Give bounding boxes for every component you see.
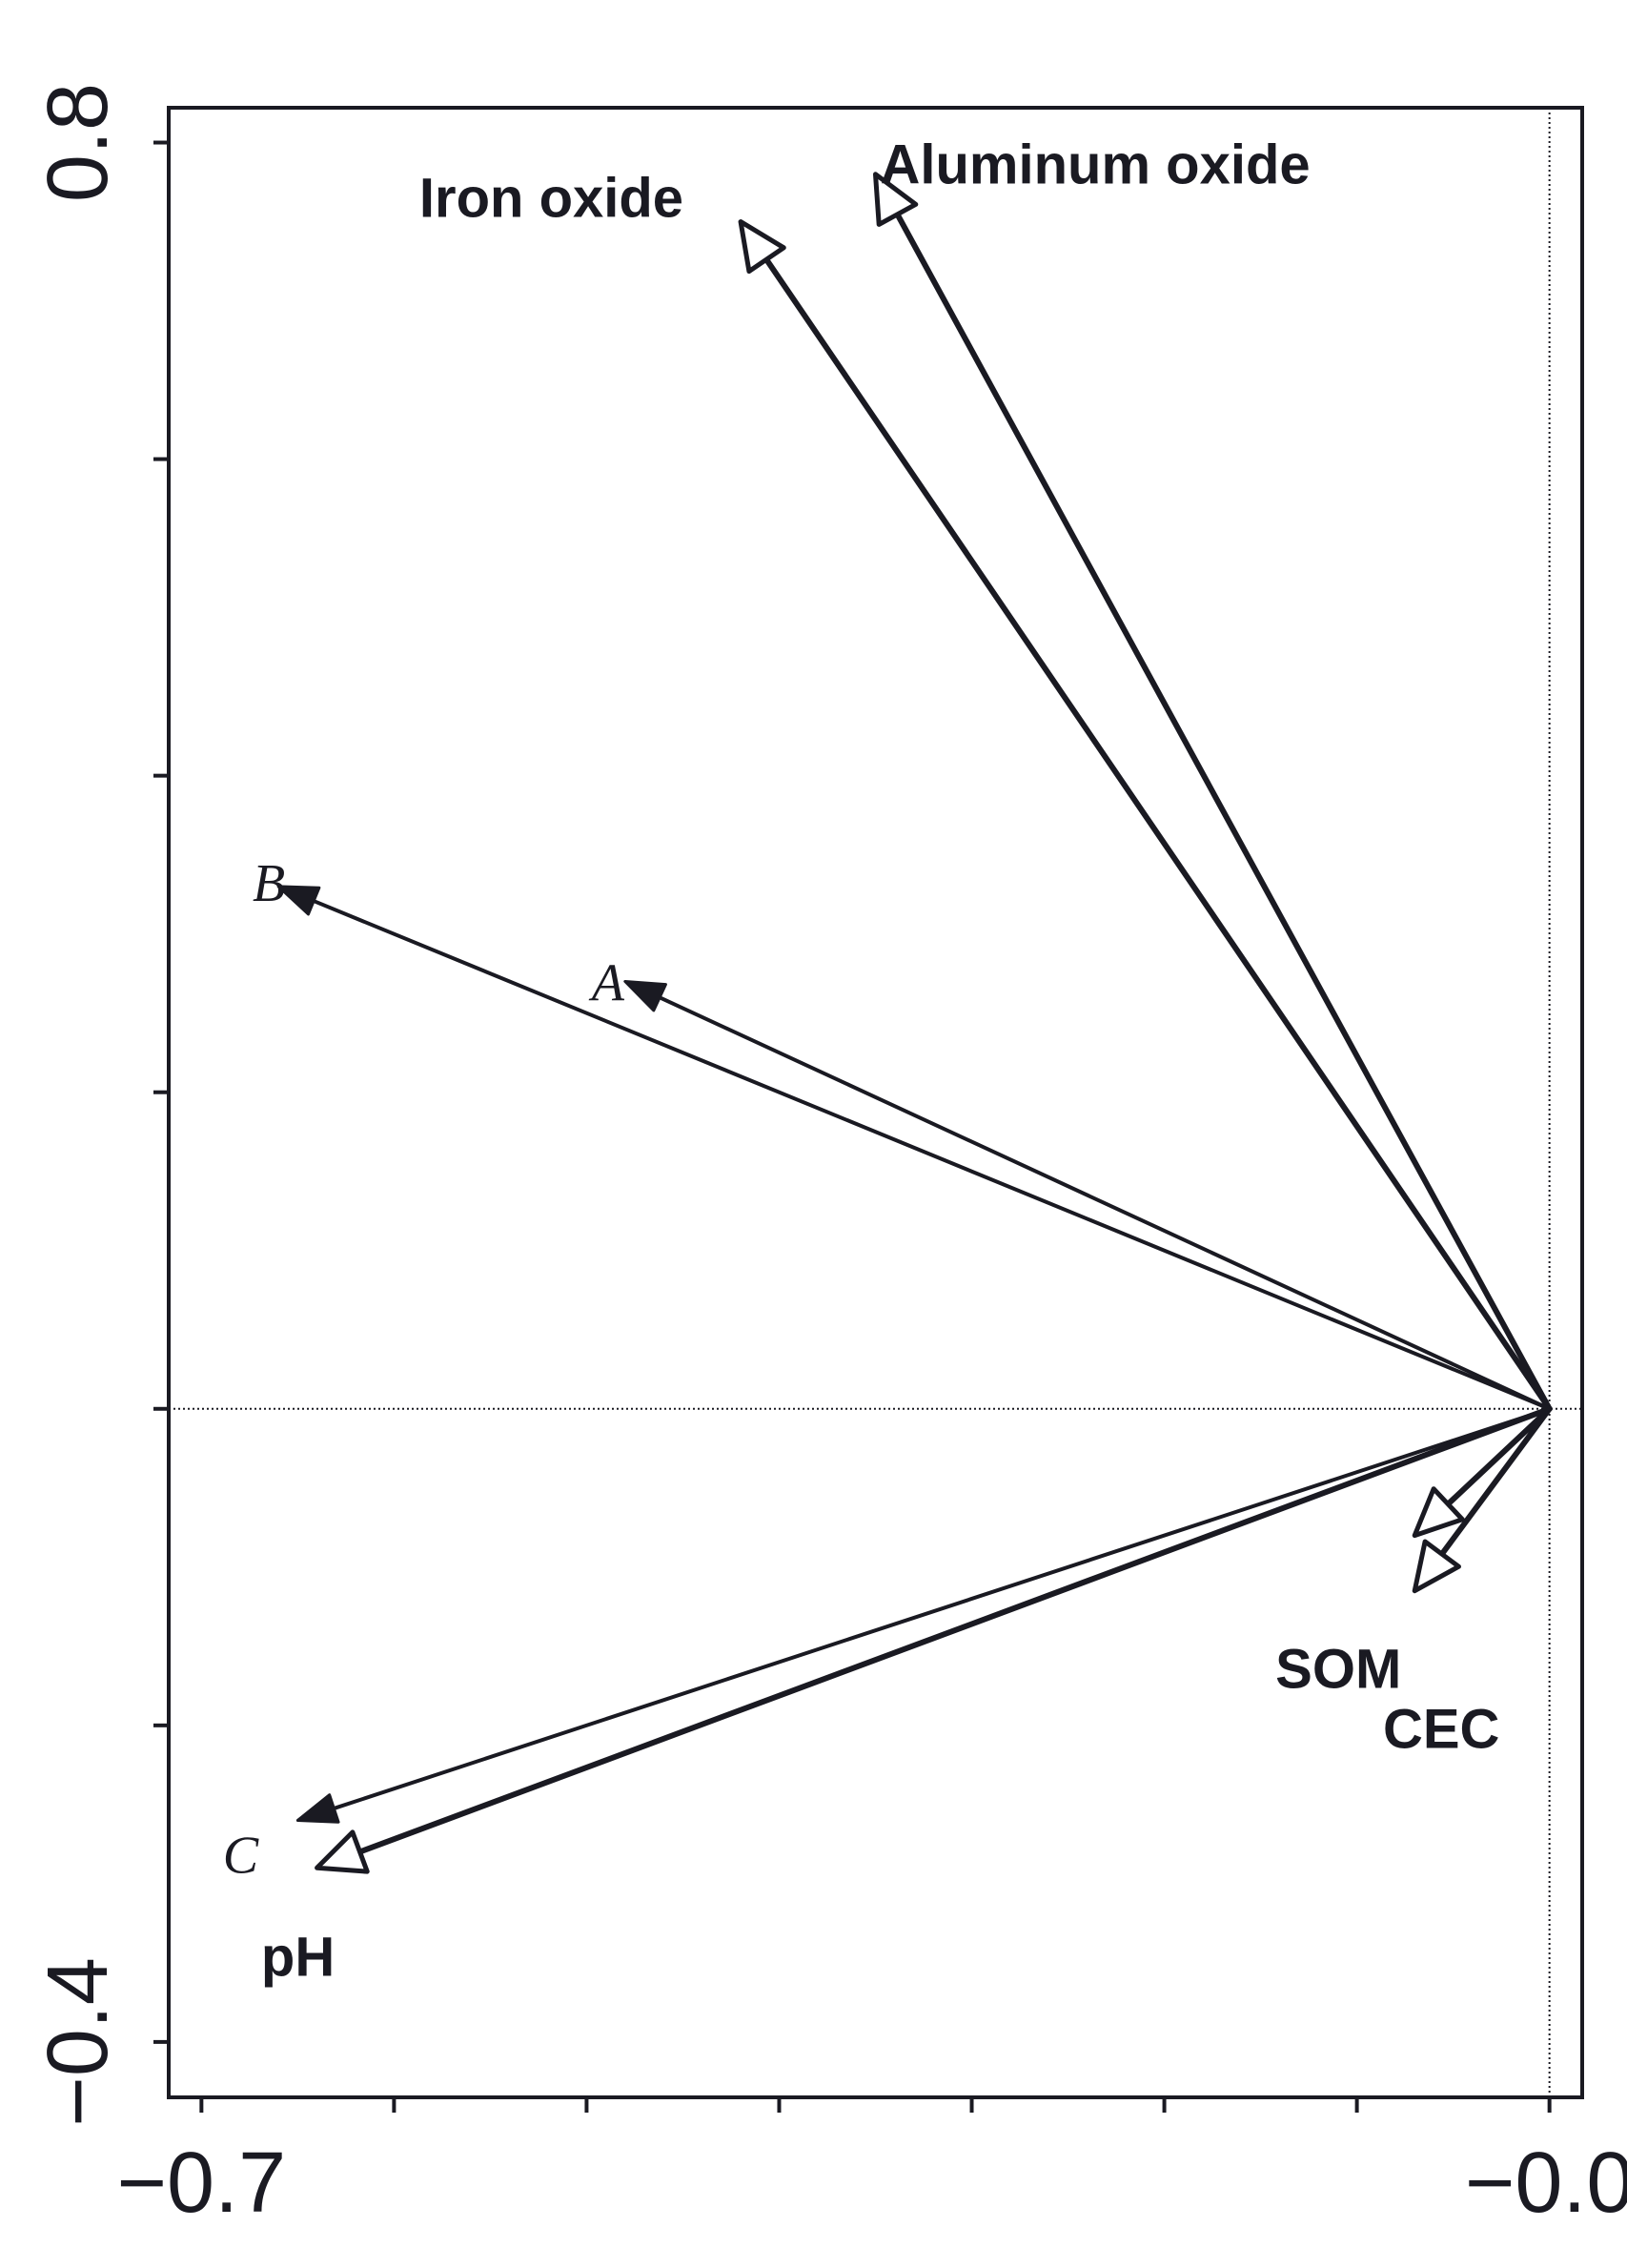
species-vector-c-head: [295, 1793, 340, 1824]
env-vector-aluminum-oxide: [873, 172, 1553, 1412]
env-label-aluminum-oxide: Aluminum oxide: [881, 134, 1311, 196]
y-tick-label: −0.4: [31, 1957, 126, 2127]
env-vector-cec-shaft: [1438, 1405, 1553, 1558]
env-label-iron-oxide: Iron oxide: [419, 168, 683, 230]
species-vector-c: [295, 1406, 1552, 1824]
env-vector-iron-oxide-head: [738, 219, 786, 275]
species-vector-b: [276, 885, 1552, 1411]
env-vector-ph-head: [315, 1829, 370, 1874]
env-label-cec: CEC: [1383, 1699, 1499, 1761]
species-vector-a-shaft: [658, 995, 1552, 1411]
env-vector-cec-head: [1412, 1539, 1461, 1594]
axis-ticks: [153, 140, 1552, 2113]
env-vector-iron-oxide-shaft: [763, 256, 1553, 1412]
axis-tick-labels: −0.7 −0.0 0.8 −0.4: [31, 83, 1627, 2231]
env-label-som: SOM: [1275, 1639, 1401, 1701]
species-label-a: A: [588, 953, 625, 1012]
species-vector-a-head: [623, 979, 667, 1012]
species-label-c: C: [223, 1826, 259, 1885]
plot-frame: [167, 106, 1584, 2099]
species-label-b: B: [253, 854, 285, 913]
env-vector-som-shaft: [1445, 1405, 1553, 1507]
env-label-ph: pH: [261, 1926, 335, 1988]
env-vector-iron-oxide: [738, 219, 1553, 1412]
reference-lines: [169, 108, 1582, 2097]
x-tick-label: −0.7: [117, 2135, 287, 2231]
env-vector-som: [1412, 1405, 1553, 1539]
species-vector-a: [623, 979, 1552, 1411]
species-vector-b-head: [276, 885, 321, 916]
biplot-vectors: [276, 172, 1553, 1874]
x-tick-label: −0.0: [1465, 2135, 1627, 2231]
env-vector-aluminum-oxide-head: [873, 172, 919, 227]
env-vector-som-head: [1412, 1486, 1465, 1539]
env-vector-ph-shaft: [356, 1405, 1553, 1855]
env-vector-ph: [315, 1405, 1553, 1874]
env-vector-cec: [1412, 1405, 1553, 1594]
y-tick-label: 0.8: [31, 83, 126, 202]
species-vector-c-shaft: [332, 1406, 1552, 1810]
env-vector-aluminum-oxide-shaft: [894, 211, 1553, 1412]
species-vector-b-shaft: [312, 899, 1552, 1411]
